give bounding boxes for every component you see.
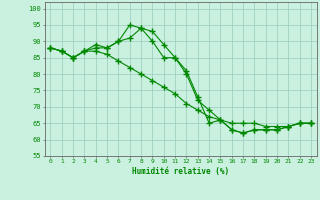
X-axis label: Humidité relative (%): Humidité relative (%) (132, 167, 229, 176)
